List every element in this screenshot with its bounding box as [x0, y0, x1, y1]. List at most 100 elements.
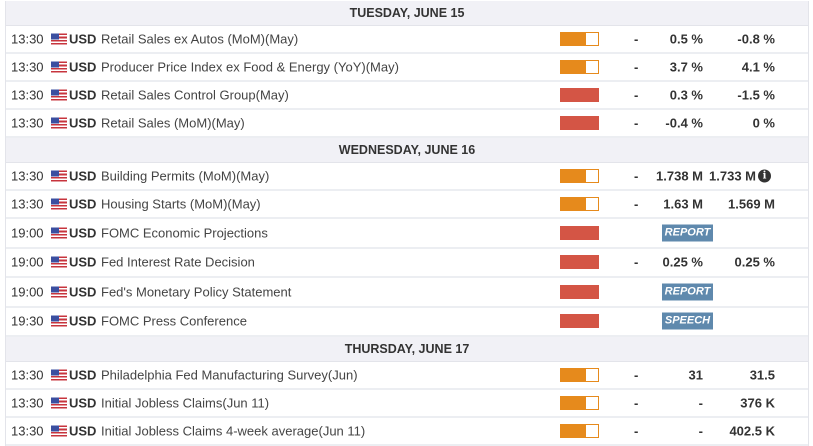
forecast-value: 402.5 K: [729, 423, 775, 439]
event-time: 13:30: [11, 367, 44, 383]
impact-fill: [561, 33, 586, 45]
impact-high-indicator: [560, 225, 599, 240]
impact-fill: [561, 285, 598, 298]
actual-value: -: [698, 395, 703, 411]
us-flag-icon: [51, 170, 67, 182]
impact-fill: [561, 89, 598, 101]
event-time: 13:30: [11, 423, 44, 439]
impact-fill: [561, 256, 598, 269]
actual-value: 1.63 M: [663, 196, 703, 212]
event-row[interactable]: 19:00 USD FOMC Economic Projections REPORT: [6, 219, 808, 249]
event-name-link[interactable]: FOMC Press Conference: [101, 313, 247, 329]
impact-medium-indicator: [560, 32, 599, 46]
currency-code: USD: [69, 254, 97, 270]
event-row[interactable]: 13:30 USD Initial Jobless Claims(Jun 11) - -…: [6, 390, 808, 418]
event-name-link[interactable]: Building Permits (MoM)(May): [101, 168, 270, 184]
forecast-value: 4.1 %: [741, 59, 775, 75]
event-time: 13:30: [11, 59, 44, 75]
event-name-link[interactable]: Fed Interest Rate Decision: [101, 254, 255, 270]
event-time: 19:00: [11, 284, 44, 300]
impact-medium-indicator: [560, 424, 599, 438]
event-row[interactable]: 13:30 USD Building Permits (MoM)(May) - 1.73…: [6, 163, 808, 191]
event-row[interactable]: 13:30 USD Philadelphia Fed Manufacturing S…: [6, 362, 808, 390]
day-header: WEDNESDAY, JUNE 16: [6, 138, 808, 163]
currency-code: USD: [69, 115, 97, 131]
impact-high-indicator: [560, 314, 599, 329]
impact-medium-indicator: [560, 368, 599, 382]
us-flag-icon: [51, 256, 67, 268]
event-time: 19:00: [11, 225, 44, 241]
impact-fill: [561, 315, 598, 328]
currency-code: USD: [69, 196, 97, 212]
event-row[interactable]: 13:30 USD Retail Sales ex Autos (MoM)(May)…: [6, 26, 808, 54]
event-time: 13:30: [11, 196, 44, 212]
event-name-link[interactable]: Housing Starts (MoM)(May): [101, 196, 261, 212]
event-name-link[interactable]: Philadelphia Fed Manufacturing Survey(Ju…: [101, 367, 358, 383]
event-time: 19:00: [11, 254, 44, 270]
currency-code: USD: [69, 87, 97, 103]
us-flag-icon: [51, 397, 67, 409]
event-name-link[interactable]: FOMC Economic Projections: [101, 225, 268, 241]
impact-medium-indicator: [560, 396, 599, 410]
currency-code: USD: [69, 284, 97, 300]
actual-value: 31: [688, 367, 703, 383]
event-row[interactable]: 13:30 USD Retail Sales (MoM)(May) - -0.4 % 0 …: [6, 110, 808, 138]
forecast-value: 376 K: [740, 395, 775, 411]
impact-medium-indicator: [560, 169, 599, 183]
impact-high-indicator: [560, 284, 599, 299]
previous-value: -: [634, 395, 639, 411]
event-name-link[interactable]: Retail Sales (MoM)(May): [101, 115, 245, 131]
previous-value: -: [634, 254, 639, 270]
event-time: 19:30: [11, 313, 44, 329]
us-flag-icon: [51, 33, 67, 45]
report-badge[interactable]: REPORT: [662, 283, 713, 301]
event-row[interactable]: 19:00 USD Fed's Monetary Policy Statement R…: [6, 278, 808, 308]
info-icon[interactable]: i: [758, 169, 771, 183]
event-name-link[interactable]: Retail Sales ex Autos (MoM)(May): [101, 31, 299, 47]
us-flag-icon: [51, 89, 67, 101]
event-name-link[interactable]: Fed's Monetary Policy Statement: [101, 284, 292, 300]
previous-value: -: [634, 31, 639, 47]
event-row[interactable]: 13:30 USD Housing Starts (MoM)(May) - 1.63 M…: [6, 191, 808, 219]
actual-value: 0.3 %: [669, 87, 703, 103]
report-badge[interactable]: REPORT: [662, 224, 713, 242]
event-name-link[interactable]: Producer Price Index ex Food & Energy (Y…: [101, 59, 399, 75]
impact-high-indicator: [560, 88, 599, 102]
event-row[interactable]: 13:30 USD Initial Jobless Claims 4-week av…: [6, 418, 808, 446]
us-flag-icon: [51, 315, 67, 327]
actual-value: 0.25 %: [662, 254, 703, 270]
event-name-link[interactable]: Initial Jobless Claims(Jun 11): [101, 395, 270, 411]
currency-code: USD: [69, 168, 97, 184]
event-time: 13:30: [11, 115, 44, 131]
currency-code: USD: [69, 367, 97, 383]
impact-fill: [561, 198, 586, 210]
speech-badge[interactable]: SPEECH: [662, 312, 713, 330]
event-row[interactable]: 19:30 USD FOMC Press Conference SPEECH: [6, 307, 808, 337]
us-flag-icon: [51, 117, 67, 129]
event-row[interactable]: 19:00 USD Fed Interest Rate Decision - 0.25 …: [6, 248, 808, 278]
previous-value: -: [634, 115, 639, 131]
previous-value: -: [634, 87, 639, 103]
event-time: 13:30: [11, 395, 44, 411]
event-name-link[interactable]: Retail Sales Control Group(May): [101, 87, 289, 103]
us-flag-icon: [51, 227, 67, 239]
event-row[interactable]: 13:30 USD Producer Price Index ex Food & E…: [6, 54, 808, 82]
actual-value: -: [698, 423, 703, 439]
actual-value: -0.4 %: [665, 115, 703, 131]
previous-value: -: [634, 196, 639, 212]
us-flag-icon: [51, 425, 67, 437]
currency-code: USD: [69, 395, 97, 411]
impact-medium-indicator: [560, 197, 599, 211]
event-time: 13:30: [11, 87, 44, 103]
event-name-link[interactable]: Initial Jobless Claims 4-week average(Ju…: [101, 423, 366, 439]
actual-value: 0.5 %: [669, 31, 703, 47]
currency-code: USD: [69, 225, 97, 241]
impact-fill: [561, 170, 586, 182]
currency-code: USD: [69, 313, 97, 329]
previous-value: -: [634, 423, 639, 439]
forecast-value: 1.569 M: [728, 196, 775, 212]
event-row[interactable]: 13:30 USD Retail Sales Control Group(May) -…: [6, 82, 808, 110]
impact-high-indicator: [560, 255, 599, 270]
forecast-value: 0 %: [752, 115, 775, 131]
impact-fill: [561, 226, 598, 239]
